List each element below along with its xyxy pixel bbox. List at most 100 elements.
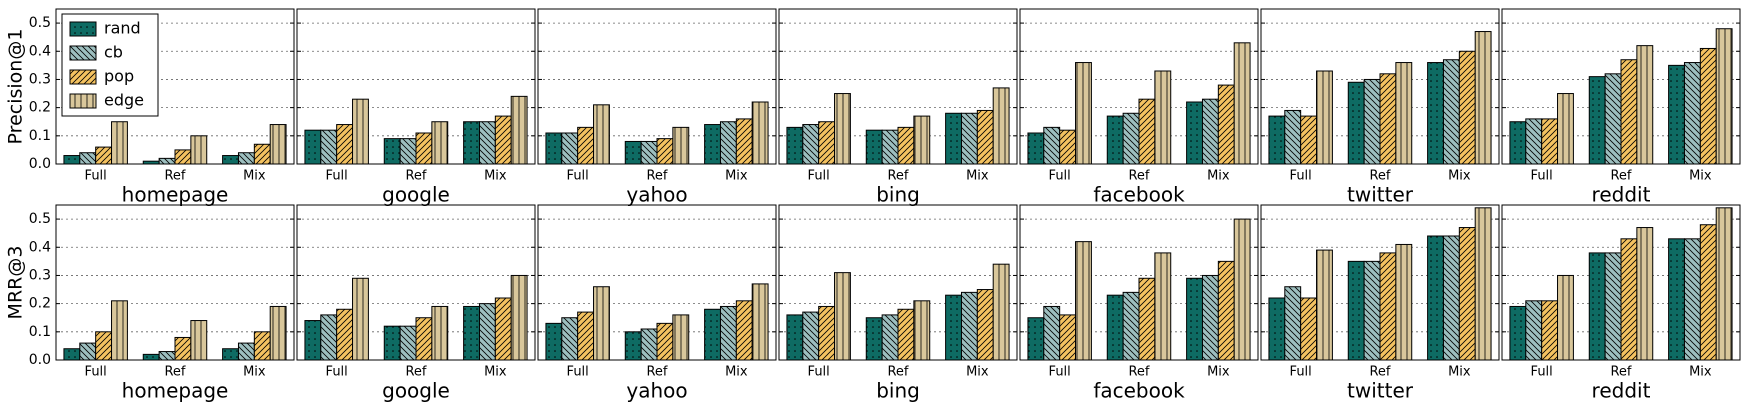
bar xyxy=(913,300,931,361)
legend-label: rand xyxy=(104,19,141,38)
x-tick-label: Mix xyxy=(966,169,989,184)
bar xyxy=(1363,260,1381,361)
bar xyxy=(269,124,287,165)
x-tick-label: Full xyxy=(1531,365,1553,380)
bar xyxy=(1154,70,1172,165)
bar xyxy=(431,305,449,361)
x-tick-label: Full xyxy=(1290,169,1312,184)
bar xyxy=(976,109,994,165)
bar xyxy=(1284,286,1302,361)
bar xyxy=(1636,45,1654,165)
bar xyxy=(945,112,962,165)
panel: Full Ref Mix reddit xyxy=(1501,8,1741,207)
bar xyxy=(383,138,401,165)
bar xyxy=(1347,260,1365,361)
bar xyxy=(751,283,769,361)
plot-frame xyxy=(778,204,1018,361)
bar xyxy=(1122,291,1140,361)
y-tick-label: 0.3 xyxy=(29,71,51,87)
panel: Full Ref Mix reddit xyxy=(1501,204,1741,403)
bar xyxy=(802,311,820,361)
bar xyxy=(399,325,417,361)
legend-swatch xyxy=(69,93,97,109)
bar xyxy=(494,297,512,361)
bar xyxy=(237,152,255,165)
bar xyxy=(818,305,836,361)
bar xyxy=(865,129,883,165)
bar xyxy=(1541,118,1559,165)
bar xyxy=(1233,42,1251,165)
bar xyxy=(253,143,271,165)
bar xyxy=(111,300,128,361)
bar xyxy=(1557,274,1574,361)
x-tick-label: Full xyxy=(326,169,348,184)
legend-label: cb xyxy=(104,43,123,62)
bar xyxy=(174,336,192,361)
bar xyxy=(320,314,338,361)
x-axis-label: google xyxy=(382,183,450,207)
x-tick-label: Ref xyxy=(1128,169,1149,184)
bar xyxy=(1427,62,1444,165)
x-tick-label: Ref xyxy=(646,169,667,184)
bar xyxy=(1201,98,1219,165)
y-tick-label: 0.0 xyxy=(29,156,51,172)
panel: Full Ref Mix facebook xyxy=(1019,204,1259,403)
legend: rand cb pop edge xyxy=(61,13,159,117)
x-tick-label: Ref xyxy=(1128,365,1149,380)
bar xyxy=(1395,243,1413,361)
x-tick-label: Ref xyxy=(887,169,908,184)
panel: Full Ref Mix twitter xyxy=(1260,8,1500,207)
bar xyxy=(1604,73,1622,165)
bar xyxy=(1715,28,1733,165)
panel: Full Ref Mix facebook xyxy=(1019,8,1259,207)
plot-frame xyxy=(1501,8,1741,165)
bar xyxy=(834,272,851,361)
bar xyxy=(1557,93,1574,165)
x-tick-label: Full xyxy=(1049,365,1071,380)
x-tick-label: Full xyxy=(808,169,830,184)
bar xyxy=(834,93,851,165)
x-tick-label: Mix xyxy=(1448,365,1471,380)
x-tick-label: Full xyxy=(1531,169,1553,184)
x-axis-label: twitter xyxy=(1347,379,1414,403)
legend-swatch xyxy=(69,21,97,37)
bar xyxy=(1699,47,1717,165)
bar xyxy=(1379,73,1397,165)
bar xyxy=(672,126,690,165)
bar xyxy=(1284,109,1302,165)
bar xyxy=(992,87,1010,165)
panel: Full Ref Mix yahoo xyxy=(537,8,777,207)
bar xyxy=(336,124,354,165)
bar xyxy=(913,115,931,165)
x-tick-label: Ref xyxy=(1610,365,1631,380)
x-tick-label: Full xyxy=(85,365,107,380)
bar xyxy=(190,135,208,165)
x-axis-label: bing xyxy=(876,183,920,207)
bar xyxy=(95,331,113,361)
bar xyxy=(1186,101,1203,165)
y-tick-label: 0.4 xyxy=(29,43,51,59)
bar xyxy=(1268,297,1286,361)
y-tick-label: 0.5 xyxy=(29,15,51,31)
bar xyxy=(1316,249,1333,361)
x-tick-label: Mix xyxy=(1207,365,1230,380)
bar xyxy=(478,121,496,165)
bar xyxy=(95,146,113,165)
bar xyxy=(802,124,820,165)
x-tick-label: Ref xyxy=(405,365,426,380)
panel: Full Ref Mix bing xyxy=(778,204,1018,403)
x-tick-label: Mix xyxy=(725,169,748,184)
bar xyxy=(1300,115,1318,165)
bar xyxy=(561,317,579,361)
x-tick-label: Full xyxy=(567,169,589,184)
bar xyxy=(1075,241,1092,361)
bar xyxy=(1138,277,1156,361)
y-tick-label: 0.4 xyxy=(29,239,51,255)
bar xyxy=(399,138,417,165)
bar xyxy=(1620,59,1638,165)
bar xyxy=(656,322,674,361)
x-axis-label: reddit xyxy=(1592,379,1651,403)
bar xyxy=(1541,300,1559,361)
